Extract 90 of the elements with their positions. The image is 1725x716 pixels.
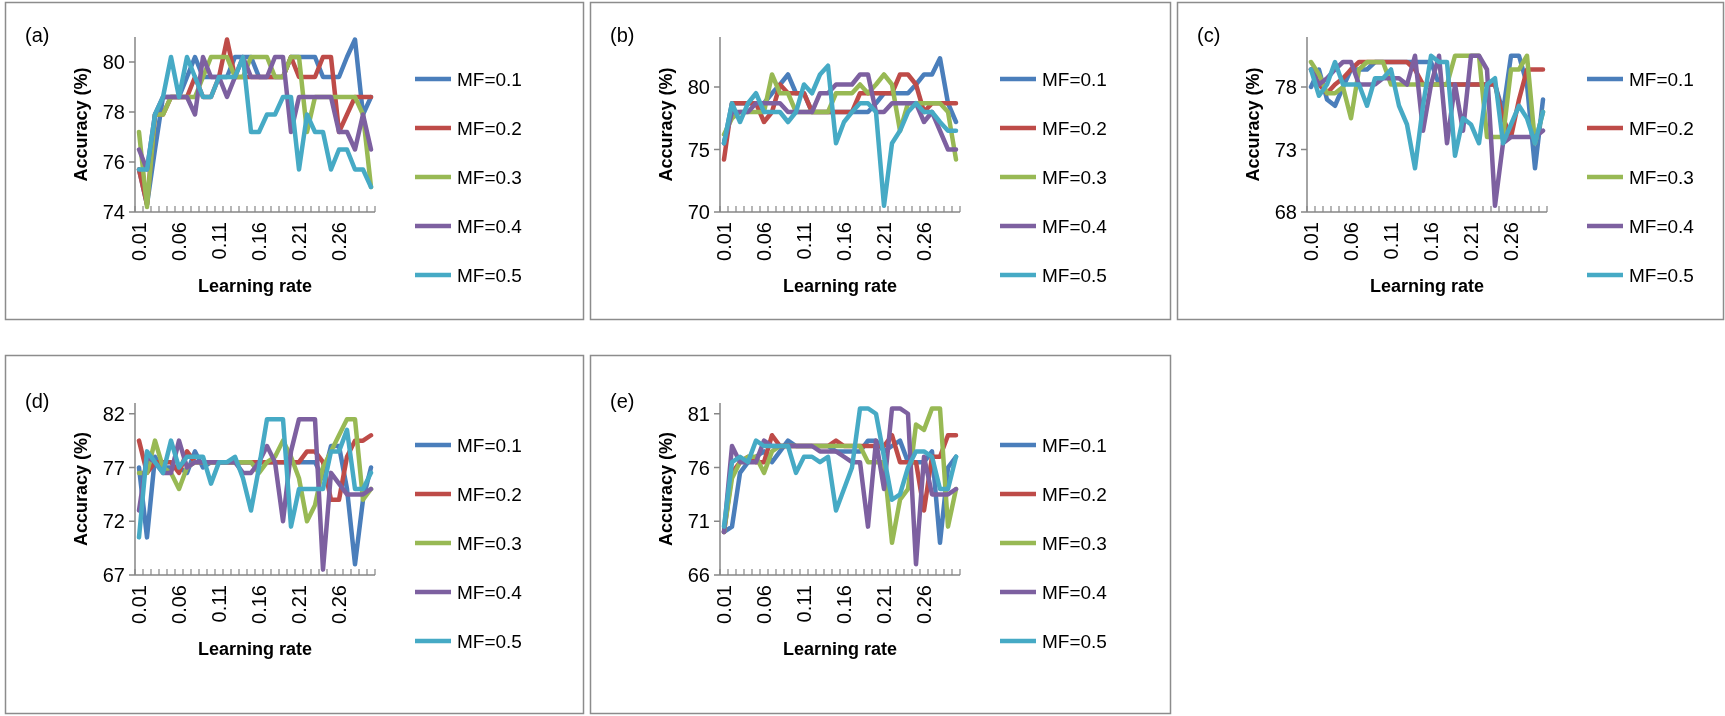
x-tick-label: 0.11 [793, 222, 815, 260]
x-tick-label: 0.26 [328, 585, 350, 624]
chart-title: (d) [25, 390, 50, 412]
x-tick-label: 0.06 [753, 585, 775, 624]
legend-label: MF=0.1 [1042, 434, 1107, 456]
x-axis-title: Learning rate [1369, 276, 1485, 296]
x-tick-label: 0.26 [913, 585, 935, 624]
x-tick-label: 0.16 [248, 222, 270, 261]
legend-label: MF=0.2 [457, 117, 522, 139]
x-tick-label: 0.01 [128, 222, 150, 261]
y-tick-label: 80 [102, 51, 125, 73]
x-tick-label: 0.06 [168, 222, 190, 261]
y-tick-label: 78 [102, 101, 125, 123]
y-tick-label: 76 [102, 151, 125, 173]
y-axis-title: Accuracy (%) [656, 67, 676, 182]
y-tick-label: 82 [102, 402, 125, 425]
x-tick-label: 0.16 [833, 222, 855, 261]
y-tick-label: 73 [1274, 138, 1297, 161]
y-axis-title: Accuracy (%) [1243, 67, 1263, 182]
x-tick-label: 0.11 [1380, 222, 1402, 260]
legend-label: MF=0.3 [1629, 166, 1694, 188]
y-tick-label: 81 [687, 402, 710, 425]
x-tick-label: 0.16 [248, 585, 270, 624]
y-axis-title: Accuracy (%) [656, 431, 676, 547]
y-tick-label: 78 [1274, 76, 1297, 98]
legend-label: MF=0.4 [1629, 215, 1695, 237]
legend-label: MF=0.3 [1042, 532, 1107, 554]
x-tick-label: 0.21 [1460, 222, 1482, 261]
x-axis-title: Learning rate [782, 639, 898, 659]
legend-label: MF=0.2 [1042, 483, 1107, 505]
x-tick-label: 0.26 [913, 222, 935, 261]
legend-label: MF=0.5 [457, 264, 522, 286]
x-tick-label: 0.16 [833, 585, 855, 624]
legend-label: MF=0.3 [1042, 166, 1107, 188]
chart-title: (a) [25, 24, 50, 46]
legend-label: MF=0.1 [457, 68, 522, 90]
x-tick-label: 0.06 [168, 585, 190, 624]
y-tick-label: 77 [102, 456, 125, 479]
line-series [721, 63, 959, 208]
legend-label: MF=0.4 [457, 215, 523, 237]
legend-label: MF=0.1 [1042, 68, 1107, 90]
x-tick-label: 0.01 [128, 585, 150, 624]
chart-title: (b) [610, 24, 635, 46]
x-tick-label: 0.01 [713, 222, 735, 261]
y-tick-label: 71 [687, 510, 710, 533]
legend-label: MF=0.1 [1629, 68, 1694, 90]
legend-label: MF=0.2 [457, 483, 522, 505]
y-tick-label: 67 [102, 564, 125, 586]
x-tick-label: 0.26 [1500, 222, 1522, 261]
y-tick-label: 70 [687, 201, 710, 223]
y-tick-label: 80 [687, 76, 710, 98]
y-tick-label: 74 [102, 201, 125, 223]
chart-title: (e) [610, 390, 635, 412]
y-tick-label: 72 [102, 510, 125, 533]
x-tick-label: 0.11 [208, 222, 230, 260]
y-axis-title: Accuracy (%) [71, 431, 91, 547]
x-tick-label: 0.21 [873, 222, 895, 261]
chart-title: (c) [1197, 24, 1221, 46]
x-tick-label: 0.26 [328, 222, 350, 261]
legend-label: MF=0.4 [457, 581, 523, 603]
y-tick-label: 68 [1274, 201, 1297, 223]
x-tick-label: 0.11 [208, 585, 230, 623]
legend-label: MF=0.5 [1042, 630, 1107, 652]
x-tick-label: 0.21 [288, 222, 310, 261]
y-tick-label: 75 [687, 138, 710, 161]
x-tick-label: 0.01 [1300, 222, 1322, 261]
legend-label: MF=0.2 [1042, 117, 1107, 139]
y-axis-title: Accuracy (%) [71, 67, 91, 182]
x-axis-title: Learning rate [782, 276, 898, 296]
legend-label: MF=0.1 [457, 434, 522, 456]
x-tick-label: 0.21 [873, 585, 895, 624]
x-tick-label: 0.11 [793, 585, 815, 623]
x-axis-title: Learning rate [197, 639, 313, 659]
x-tick-label: 0.06 [753, 222, 775, 261]
x-tick-label: 0.01 [713, 585, 735, 624]
x-axis-title: Learning rate [197, 276, 313, 296]
legend-label: MF=0.2 [1629, 117, 1694, 139]
legend-label: MF=0.3 [457, 532, 522, 554]
x-tick-label: 0.16 [1420, 222, 1442, 261]
legend-label: MF=0.3 [457, 166, 522, 188]
y-tick-label: 76 [687, 456, 710, 479]
legend-label: MF=0.4 [1042, 581, 1108, 603]
legend-label: MF=0.4 [1042, 215, 1108, 237]
line-series [1308, 53, 1546, 171]
legend-label: MF=0.5 [1042, 264, 1107, 286]
legend-label: MF=0.5 [1629, 264, 1694, 286]
x-tick-label: 0.06 [1340, 222, 1362, 261]
legend-label: MF=0.5 [457, 630, 522, 652]
x-tick-label: 0.21 [288, 585, 310, 624]
y-tick-label: 66 [687, 564, 710, 586]
